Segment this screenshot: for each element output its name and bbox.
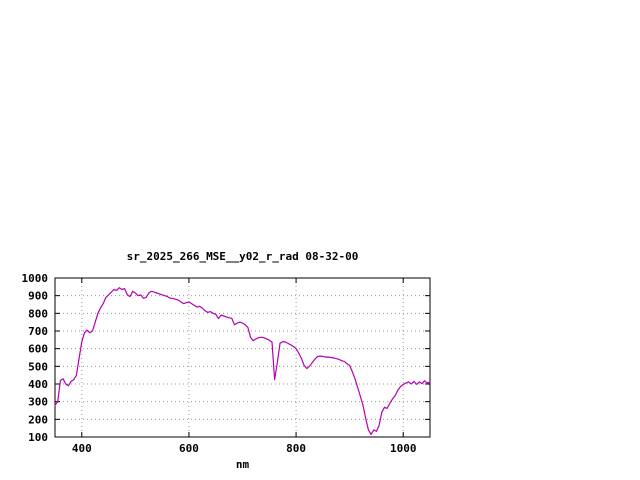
y-tick-label: 900 [28,290,48,303]
y-tick-label: 1000 [22,272,49,285]
spectrum-curve [54,287,431,435]
y-tick-label: 400 [28,378,48,391]
chart-title: sr_2025_266_MSE__y02_r_rad 08-32-00 [126,250,359,263]
x-tick-label: 400 [72,442,92,455]
y-tick-label: 200 [28,413,48,426]
y-tick-label: 100 [28,431,48,444]
x-tick-label: 800 [286,442,306,455]
y-tick-label: 300 [28,396,48,409]
x-tick-label: 1000 [390,442,417,455]
y-tick-label: 500 [28,360,48,373]
y-tick-label: 800 [28,307,48,320]
y-tick-label: 700 [28,325,48,338]
plot-border [54,277,431,438]
y-tick-label: 600 [28,343,48,356]
x-tick-label: 600 [179,442,199,455]
x-axis-label: nm [235,458,250,471]
